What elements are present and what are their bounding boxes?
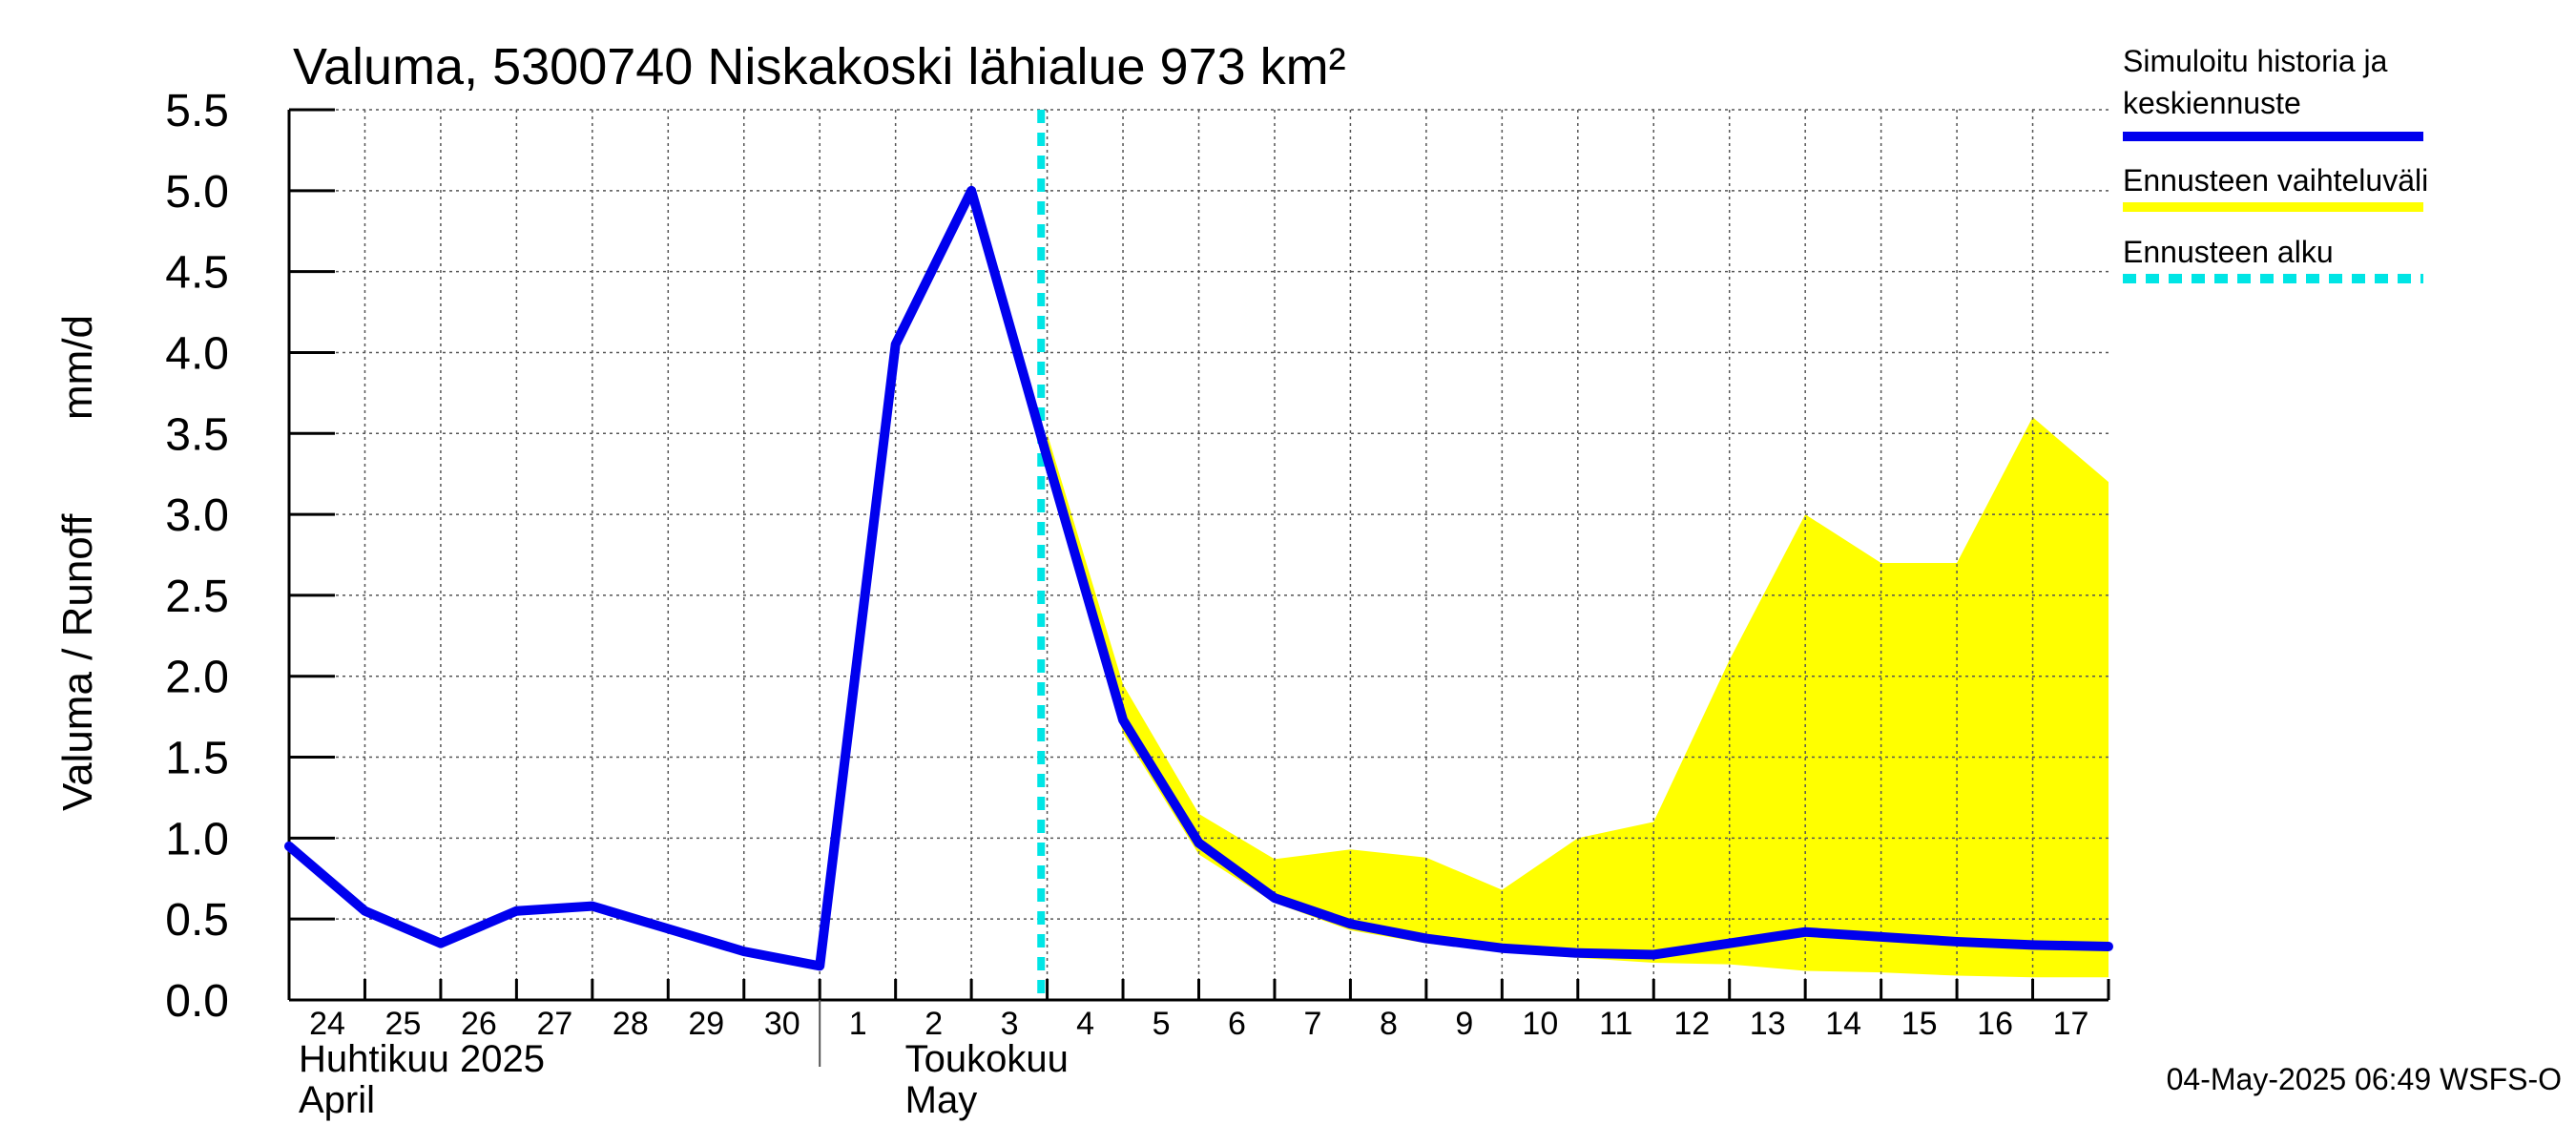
legend-label: keskiennuste — [2123, 86, 2301, 120]
x-tick-label: 15 — [1901, 1006, 1938, 1042]
month-label-en: April — [299, 1079, 375, 1121]
legend-label: Simuloitu historia ja — [2123, 44, 2388, 78]
x-tick-label: 30 — [764, 1006, 800, 1042]
y-tick-label: 1.5 — [165, 734, 229, 784]
month-label: Huhtikuu 2025 — [299, 1038, 545, 1080]
x-tick-label: 25 — [385, 1006, 422, 1042]
x-tick-label: 9 — [1455, 1006, 1473, 1042]
legend-label: Ennusteen alku — [2123, 235, 2334, 269]
x-tick-label: 5 — [1153, 1006, 1171, 1042]
legend-label: Ennusteen vaihteluväli — [2123, 163, 2428, 198]
x-tick-label: 16 — [1977, 1006, 2013, 1042]
forecast-range-layer — [1047, 417, 2109, 978]
y-axis-unit: mm/d — [54, 315, 101, 420]
x-tick-label: 12 — [1673, 1006, 1710, 1042]
chart-title: Valuma, 5300740 Niskakoski lähialue 973 … — [293, 38, 1346, 95]
text-layer: 0.00.51.01.52.02.53.03.54.04.55.05.524 25… — [54, 38, 2562, 1121]
x-tick-label: 8 — [1380, 1006, 1398, 1042]
y-axis-label: Valuma / Runoff — [54, 513, 101, 811]
grid-layer — [289, 109, 2109, 1000]
forecast-range-band — [1047, 417, 2109, 978]
y-tick-label: 5.0 — [165, 167, 229, 218]
x-tick-label: 13 — [1750, 1006, 1786, 1042]
month-label-en: May — [905, 1079, 978, 1121]
y-tick-label: 4.5 — [165, 248, 229, 299]
y-tick-label: 2.0 — [165, 653, 229, 703]
x-tick-label: 17 — [2053, 1006, 2089, 1042]
x-tick-label: 4 — [1076, 1006, 1094, 1042]
y-tick-label: 2.5 — [165, 572, 229, 622]
x-tick-label: 14 — [1825, 1006, 1861, 1042]
x-tick-label: 10 — [1522, 1006, 1558, 1042]
x-tick-label: 2 — [924, 1006, 943, 1042]
y-tick-label: 0.5 — [165, 895, 229, 946]
y-tick-label: 3.0 — [165, 490, 229, 541]
simulated-runoff-line — [284, 185, 2113, 971]
x-tick-label: 3 — [1001, 1006, 1019, 1042]
legend: Simuloitu historia ja keskiennuste Ennuste… — [2123, 44, 2428, 283]
month-label: Toukokuu — [905, 1038, 1069, 1080]
x-tick-label: 26 — [461, 1006, 497, 1042]
x-tick-label: 27 — [536, 1006, 572, 1042]
y-tick-label: 3.5 — [165, 409, 229, 460]
x-tick-label: 6 — [1228, 1006, 1246, 1042]
x-tick-label: 24 — [309, 1006, 345, 1042]
x-tick-label: 1 — [849, 1006, 867, 1042]
x-tick-label: 28 — [613, 1006, 649, 1042]
x-tick-label: 7 — [1303, 1006, 1321, 1042]
timestamp-footer: 04-May-2025 06:49 WSFS-O — [2167, 1062, 2562, 1096]
y-tick-label: 0.0 — [165, 976, 229, 1027]
y-tick-label: 1.0 — [165, 814, 229, 864]
x-tick-label: 11 — [1599, 1006, 1632, 1042]
x-tick-label: 29 — [688, 1006, 724, 1042]
y-tick-label: 4.0 — [165, 328, 229, 379]
series-layer — [284, 110, 2113, 1000]
y-tick-label: 5.5 — [165, 86, 229, 136]
